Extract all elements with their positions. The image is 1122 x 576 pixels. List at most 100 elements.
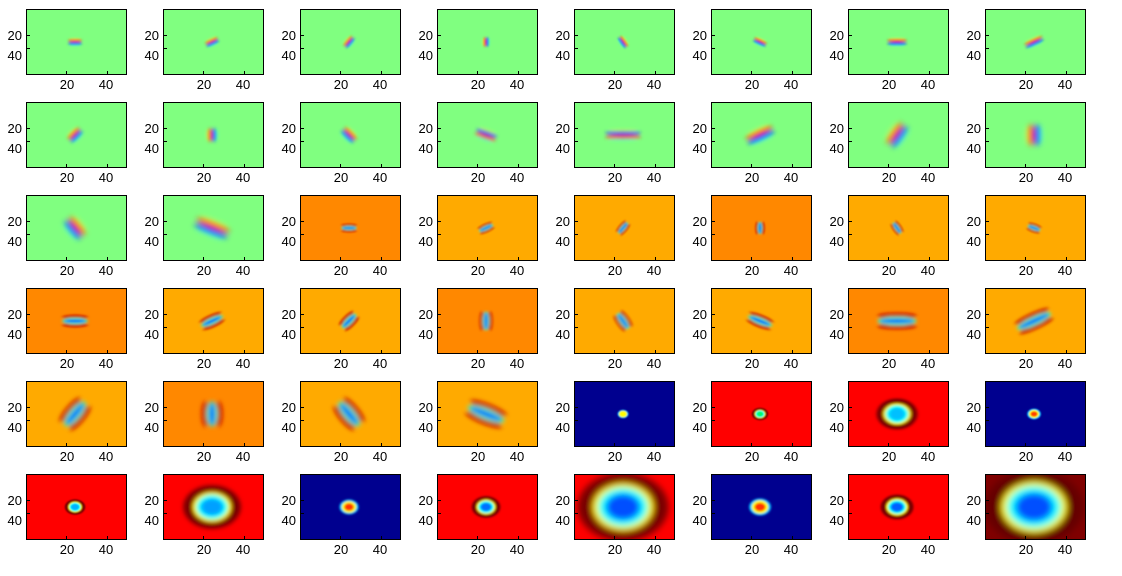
filter-image (985, 9, 1086, 75)
y-tick-label: 40 (281, 48, 296, 63)
x-tick-label: 20 (59, 77, 75, 92)
filter-plot (201, 401, 223, 427)
y-tick-label: 20 (281, 121, 296, 136)
y-tick-label: 40 (692, 513, 707, 528)
y-tick-label: 40 (966, 141, 981, 156)
x-tick-mark (106, 71, 108, 74)
x-tick-label: 40 (509, 263, 525, 278)
subplot-27: 20 40 20 40 (274, 279, 404, 370)
y-tick-mark (849, 314, 852, 316)
x-tick-mark (614, 164, 616, 167)
subplot-17: 20 40 20 40 (0, 186, 130, 277)
filter-kernel (479, 311, 493, 331)
filter-plot (475, 127, 497, 143)
x-tick-mark (1065, 443, 1067, 446)
filter-image (163, 288, 264, 354)
subplot-34: 20 40 20 40 (137, 372, 267, 464)
filter-plot (1014, 308, 1054, 334)
x-tick-label: 20 (607, 170, 623, 185)
filter-image (574, 288, 675, 354)
filter-plot (617, 35, 629, 49)
y-tick-label: 20 (144, 307, 159, 322)
y-tick-mark (712, 513, 715, 515)
x-tick-label: 20 (1018, 170, 1034, 185)
subplot-16: 20 40 20 40 (959, 93, 1089, 185)
filter-image (300, 102, 401, 168)
y-tick-mark (849, 221, 852, 223)
y-tick-label: 40 (555, 420, 570, 435)
x-tick-label: 40 (372, 77, 388, 92)
y-tick-label: 20 (281, 28, 296, 43)
filter-image (300, 381, 401, 447)
y-tick-label: 20 (829, 307, 844, 322)
subplot-7: 20 40 20 40 (822, 0, 952, 91)
x-tick-label: 20 (1018, 356, 1034, 371)
x-tick-label: 40 (235, 449, 251, 464)
x-tick-mark (888, 71, 890, 74)
y-tick-label: 40 (829, 141, 844, 156)
y-tick-mark (438, 513, 441, 515)
y-tick-label: 40 (966, 327, 981, 342)
x-tick-label: 20 (744, 170, 760, 185)
filter-plot (745, 125, 775, 145)
y-tick-mark (301, 221, 304, 223)
y-tick-label: 20 (966, 214, 981, 229)
x-tick-label: 20 (333, 170, 349, 185)
filter-kernel (194, 216, 230, 240)
x-tick-mark (654, 164, 656, 167)
x-tick-label: 40 (646, 263, 662, 278)
x-tick-mark (243, 536, 245, 539)
y-tick-mark (712, 141, 715, 143)
y-tick-mark (986, 141, 989, 143)
filter-kernel (63, 216, 87, 240)
y-tick-label: 20 (829, 28, 844, 43)
subplot-47: 20 40 20 40 (822, 465, 952, 556)
y-tick-label: 20 (7, 493, 22, 508)
y-tick-mark (986, 407, 989, 409)
x-tick-mark (477, 164, 479, 167)
y-tick-mark (438, 500, 441, 502)
x-tick-label: 40 (98, 77, 114, 92)
y-tick-label: 20 (692, 307, 707, 322)
y-tick-label: 40 (7, 234, 22, 249)
y-tick-mark (301, 327, 304, 329)
subplot-9: 20 40 20 40 (0, 93, 130, 184)
filter-image (711, 195, 812, 261)
filter-image (985, 195, 1086, 261)
filter-kernel (59, 397, 91, 431)
subplot-12: 20 40 20 40 (411, 93, 541, 184)
filter-plot (68, 38, 82, 46)
x-tick-label: 20 (470, 263, 486, 278)
x-tick-label: 20 (607, 77, 623, 92)
filter-plot (986, 475, 1084, 539)
y-tick-mark (301, 420, 304, 422)
y-tick-label: 20 (966, 28, 981, 43)
subplot-6: 20 40 20 40 (685, 0, 815, 91)
x-tick-mark (243, 350, 245, 353)
x-tick-mark (66, 71, 68, 74)
x-tick-label: 20 (744, 263, 760, 278)
subplot-48: 20 40 20 40 (959, 465, 1089, 556)
y-tick-label: 40 (555, 141, 570, 156)
y-tick-label: 20 (418, 214, 433, 229)
filter-kernel (986, 475, 1084, 539)
x-tick-label: 20 (333, 263, 349, 278)
y-tick-label: 40 (555, 327, 570, 342)
y-tick-mark (986, 327, 989, 329)
y-tick-label: 40 (966, 420, 981, 435)
subplot-19: 20 40 20 40 (274, 186, 404, 278)
filter-plot (343, 36, 355, 48)
filter-kernel (199, 312, 225, 330)
subplot-8: 20 40 20 40 (959, 0, 1089, 91)
y-tick-label: 40 (829, 420, 844, 435)
subplot-18: 20 40 20 40 (137, 186, 267, 278)
x-tick-mark (888, 536, 890, 539)
filter-kernel (617, 409, 629, 419)
x-tick-mark (203, 443, 205, 446)
y-tick-mark (164, 221, 167, 223)
filter-kernel (1026, 222, 1042, 234)
x-tick-mark (517, 164, 519, 167)
x-tick-label: 40 (235, 263, 251, 278)
filter-image (437, 288, 538, 354)
x-tick-label: 40 (783, 449, 799, 464)
